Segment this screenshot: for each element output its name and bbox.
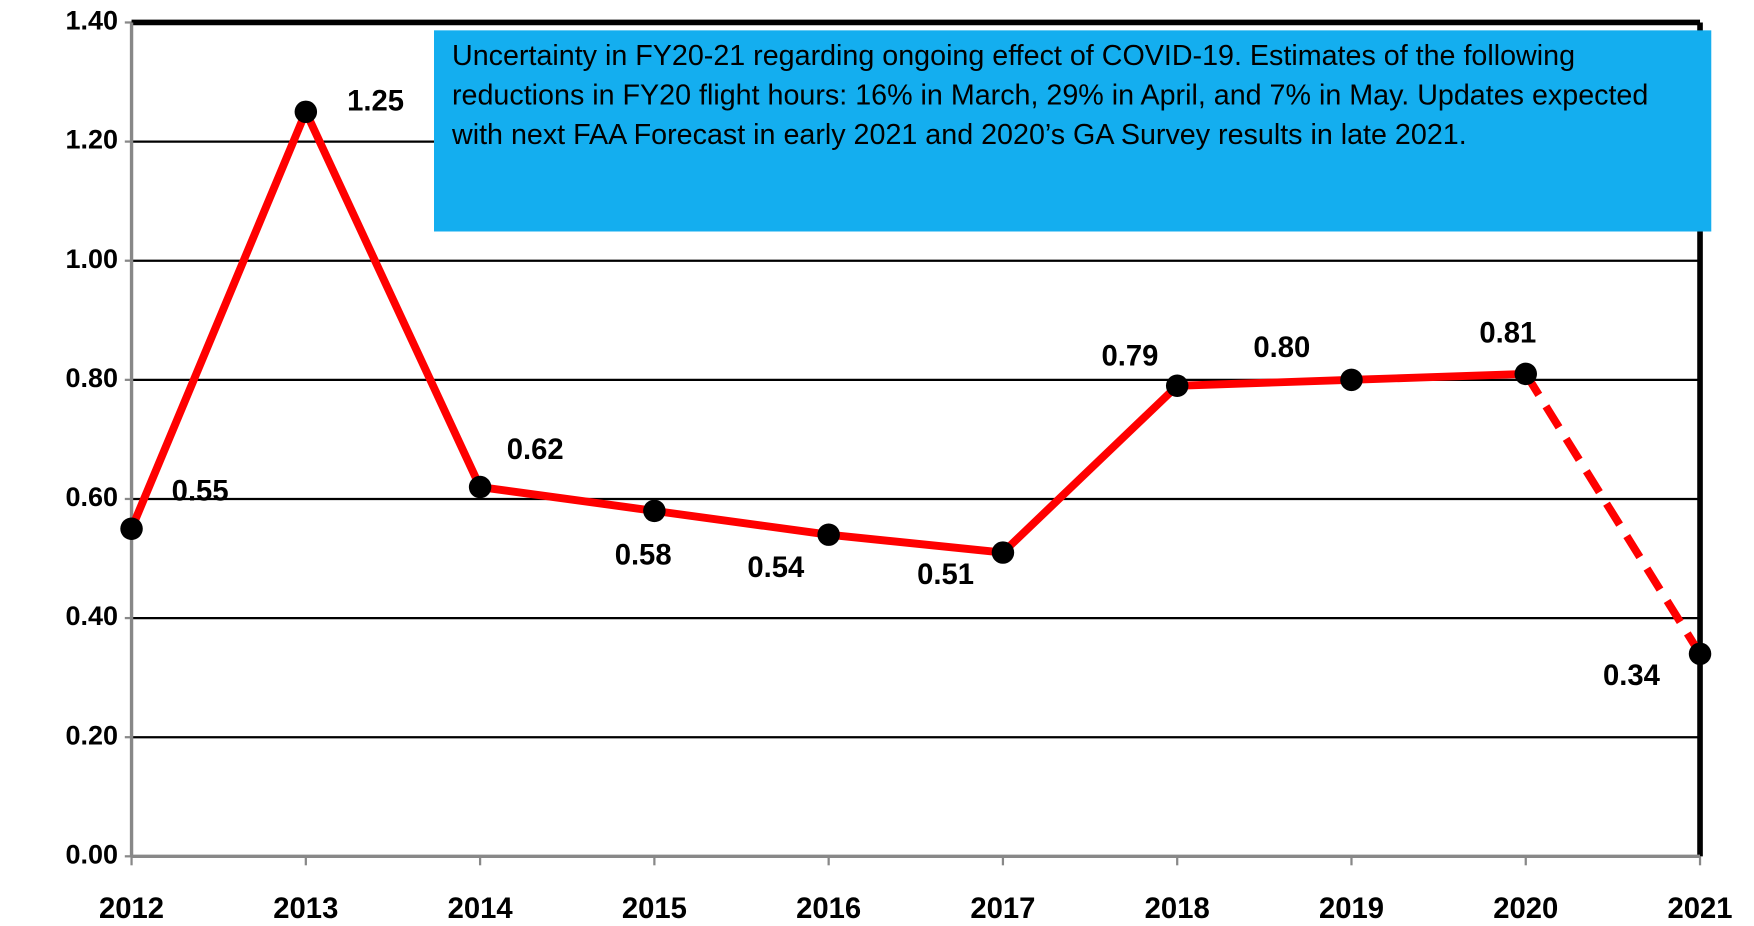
data-point [1688, 642, 1712, 666]
data-point [643, 499, 666, 523]
x-tick-label: 2021 [1668, 893, 1733, 925]
x-tick-label: 2014 [448, 893, 514, 925]
data-label: 0.80 [1253, 332, 1310, 364]
data-point [120, 517, 143, 540]
data-point [294, 100, 318, 124]
data-label: 0.55 [172, 476, 229, 508]
y-tick-label: 0.80 [66, 363, 119, 393]
x-tick-label: 2016 [796, 893, 861, 925]
data-point [817, 523, 840, 546]
line-segment [127, 110, 310, 531]
annotation-text: Uncertainty in FY20-21 regarding ongoing… [451, 40, 1649, 151]
x-tick-label: 2020 [1493, 893, 1558, 925]
y-tick-label: 0.60 [66, 482, 119, 512]
data-label: 0.51 [917, 559, 974, 591]
line-segment [828, 530, 1004, 557]
x-tick-label: 2015 [622, 893, 687, 925]
data-label: 0.54 [747, 552, 805, 584]
annotation-box [434, 30, 1712, 232]
data-label: 0.79 [1102, 340, 1159, 372]
data-point [1514, 362, 1537, 386]
line-segment [1000, 382, 1180, 556]
line-segment [653, 506, 830, 539]
y-tick-label: 1.40 [66, 6, 119, 36]
y-tick-label: 0.40 [66, 601, 119, 631]
x-tick-label: 2012 [99, 893, 164, 925]
line-segment [302, 110, 484, 489]
x-tick-label: 2017 [970, 893, 1035, 925]
y-tick-label: 1.00 [66, 244, 119, 274]
line-segment [1522, 371, 1704, 656]
data-label: 0.62 [507, 434, 564, 466]
data-point [1165, 374, 1189, 398]
y-tick-label: 0.00 [66, 839, 119, 869]
annotation: Uncertainty in FY20-21 regarding ongoing… [451, 40, 1649, 151]
y-tick-label: 0.20 [66, 720, 119, 750]
data-label: 0.81 [1479, 317, 1536, 349]
data-label: 0.58 [615, 540, 672, 572]
x-tick-label: 2019 [1319, 893, 1384, 925]
x-tick-label: 2013 [273, 893, 338, 925]
data-point [468, 475, 492, 499]
line-segment [1351, 369, 1526, 384]
data-point [1340, 368, 1363, 392]
x-tick-label: 2018 [1145, 893, 1210, 925]
line-segment [479, 483, 655, 515]
y-tick-label: 1.20 [66, 125, 119, 155]
line-segment [1177, 375, 1352, 390]
data-label: 1.25 [347, 86, 404, 118]
data-point [991, 541, 1015, 564]
data-label: 0.34 [1603, 660, 1661, 692]
